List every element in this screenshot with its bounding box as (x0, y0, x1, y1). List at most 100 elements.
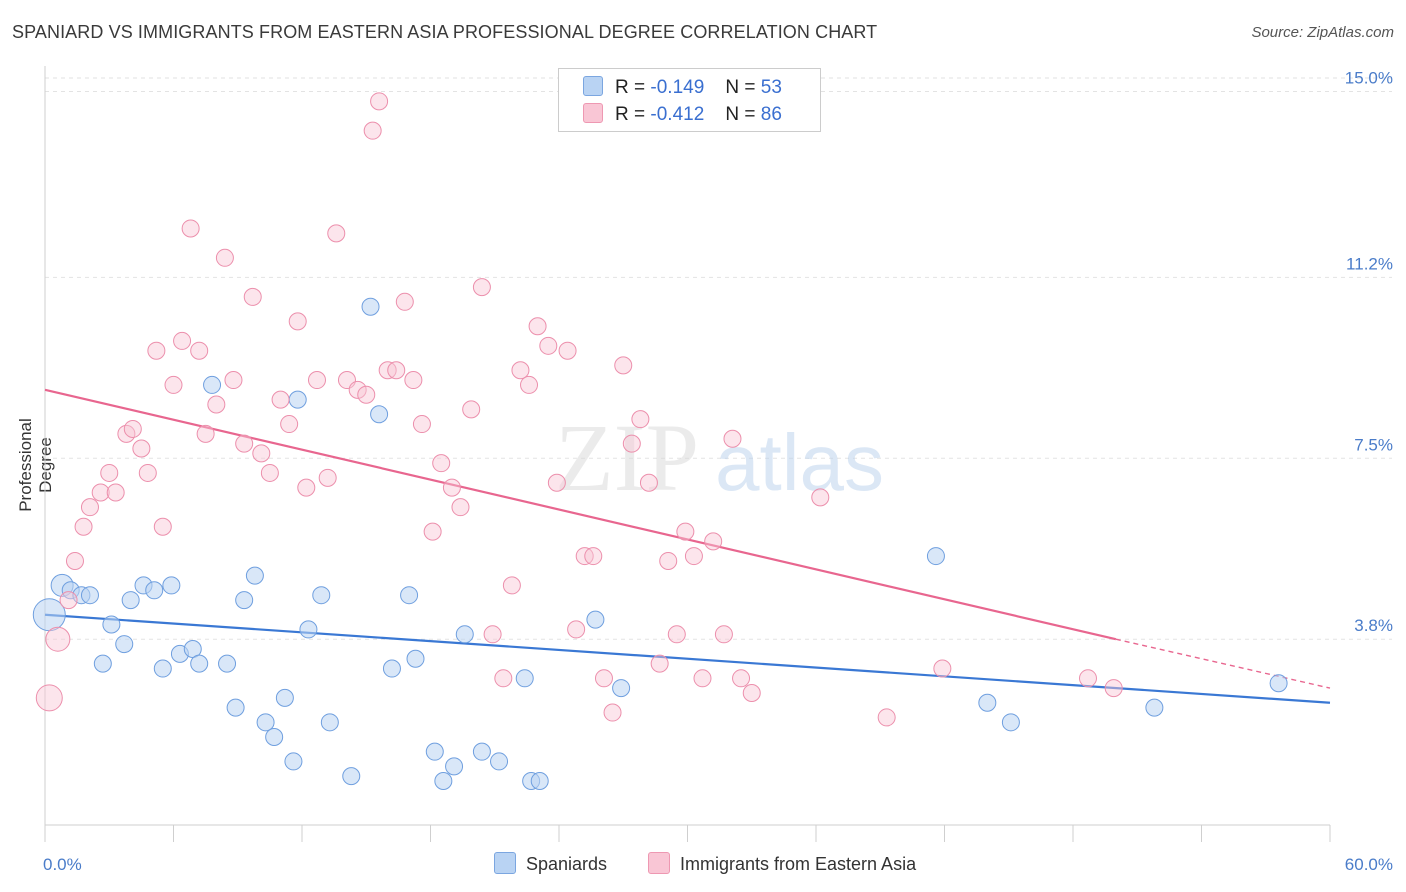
point-immigrants (271, 390, 290, 409)
point-spaniards (145, 581, 164, 600)
point-immigrants (132, 439, 151, 458)
point-spaniards (218, 654, 237, 673)
legend-r-label: R = (615, 104, 646, 125)
point-immigrants (59, 591, 78, 610)
point-immigrants (35, 684, 63, 712)
grid-lines (45, 77, 1392, 640)
point-immigrants (442, 478, 461, 497)
point-immigrants (106, 483, 125, 502)
point-immigrants (667, 625, 686, 644)
point-immigrants (1078, 669, 1097, 688)
point-immigrants (404, 371, 423, 390)
point-spaniards (288, 390, 307, 409)
point-immigrants (528, 317, 547, 336)
point-immigrants (252, 444, 271, 463)
point-spaniards (190, 654, 209, 673)
trend-line-spaniards (44, 613, 1331, 704)
point-immigrants (811, 488, 830, 507)
point-immigrants (224, 371, 243, 390)
point-immigrants (603, 703, 622, 722)
point-spaniards (235, 591, 254, 610)
legend-r-value: -0.149 (650, 77, 705, 98)
point-spaniards (490, 752, 509, 771)
y-tick-label: 11.2% (1346, 254, 1393, 273)
point-spaniards (425, 742, 444, 761)
point-immigrants (558, 341, 577, 360)
point-spaniards (1001, 713, 1020, 732)
point-spaniards (612, 679, 631, 698)
point-immigrants (933, 659, 952, 678)
point-immigrants (80, 498, 99, 517)
point-spaniards (93, 654, 112, 673)
legend-n-label: N = (725, 77, 756, 98)
point-immigrants (181, 219, 200, 238)
point-spaniards (299, 620, 318, 639)
point-immigrants (676, 522, 695, 541)
point-immigrants (594, 669, 613, 688)
point-spaniards (515, 669, 534, 688)
point-spaniards (382, 659, 401, 678)
axes (44, 66, 1331, 842)
point-immigrants (483, 625, 502, 644)
point-spaniards (115, 635, 134, 654)
point-immigrants (584, 547, 603, 566)
point-immigrants (164, 375, 183, 394)
point-immigrants (650, 654, 669, 673)
legend-r-value: -0.412 (650, 104, 705, 125)
point-spaniards (434, 771, 453, 790)
point-spaniards (102, 615, 121, 634)
bottom-legend-label: Immigrants from Eastern Asia (680, 854, 917, 874)
point-immigrants (74, 517, 93, 536)
legend-n-value: 53 (760, 77, 782, 98)
bottom-legend-immigrants: Immigrants from Eastern Asia (648, 852, 916, 875)
x-tick-label: 0.0% (43, 855, 82, 874)
point-immigrants (567, 620, 586, 639)
point-immigrants (732, 669, 751, 688)
point-spaniards (203, 375, 222, 394)
point-spaniards (586, 610, 605, 629)
point-immigrants (614, 356, 633, 375)
trend-lines (44, 388, 1331, 704)
point-immigrants (659, 551, 678, 570)
point-immigrants (91, 483, 110, 502)
source-label: Source: ZipAtlas.com (1251, 24, 1394, 41)
point-spaniards (226, 698, 245, 717)
y-tick-label: 15.0% (1345, 69, 1393, 88)
point-immigrants (318, 468, 337, 487)
point-immigrants (307, 371, 326, 390)
trend-line-immigrants (44, 388, 1117, 641)
point-spaniards (530, 771, 549, 790)
point-immigrants (65, 551, 84, 570)
point-spaniards (342, 767, 361, 786)
point-immigrants (123, 419, 142, 438)
point-spaniards (361, 297, 380, 316)
chart-title: SPANIARD VS IMMIGRANTS FROM EASTERN ASIA… (12, 22, 878, 42)
legend-row-immigrants: R = -0.412 N = 86 (583, 103, 782, 126)
point-immigrants (622, 434, 641, 453)
point-spaniards (1269, 674, 1288, 693)
legend-swatch-blue (583, 76, 603, 96)
legend-r-label: R = (615, 77, 646, 98)
point-spaniards (400, 586, 419, 605)
point-spaniards (153, 659, 172, 678)
point-immigrants (387, 361, 406, 380)
point-spaniards (121, 591, 140, 610)
point-spaniards (1145, 698, 1164, 717)
point-immigrants (502, 576, 521, 595)
point-spaniards (445, 757, 464, 776)
point-immigrants (280, 415, 299, 434)
bottom-legend-spaniards: Spaniards (494, 852, 607, 875)
point-immigrants (1104, 679, 1123, 698)
point-spaniards (245, 566, 264, 585)
point-spaniards (455, 625, 474, 644)
point-immigrants (190, 341, 209, 360)
stats-legend: R = -0.149 N = 53 R = -0.412 N = 86 (558, 68, 821, 132)
point-immigrants (723, 429, 742, 448)
point-immigrants (462, 400, 481, 419)
point-spaniards (312, 586, 331, 605)
point-immigrants (539, 336, 558, 355)
point-immigrants (520, 375, 539, 394)
point-immigrants (684, 547, 703, 566)
y-tick-label: 7.5% (1354, 435, 1393, 454)
point-immigrants (547, 473, 566, 492)
